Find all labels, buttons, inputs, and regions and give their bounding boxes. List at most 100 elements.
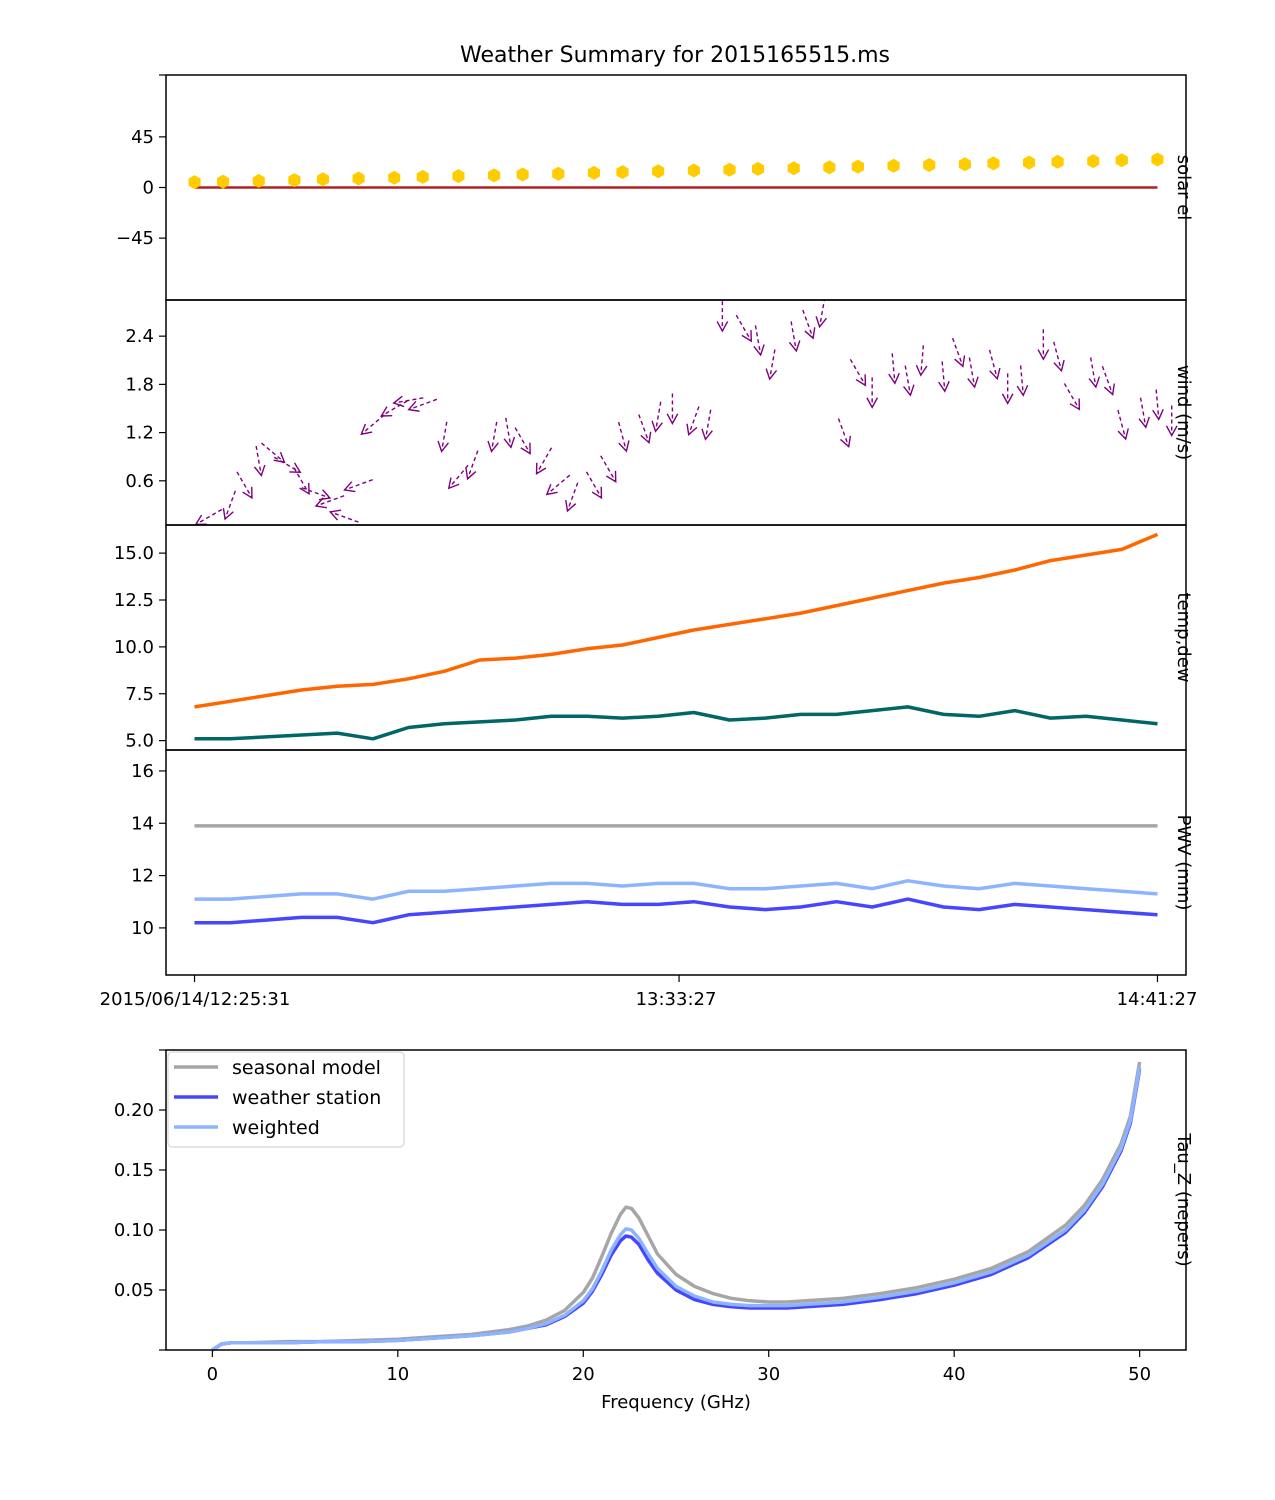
wind-arrow-head bbox=[840, 435, 852, 449]
solar-el-point bbox=[188, 175, 201, 190]
solar-el-point bbox=[316, 172, 329, 187]
wind-arrow-head bbox=[1001, 393, 1014, 405]
wind-arrow-shaft bbox=[849, 358, 866, 386]
solar-el-point bbox=[723, 162, 736, 177]
legend-label: weighted bbox=[232, 1117, 320, 1139]
y-tick-label: −45 bbox=[116, 228, 154, 249]
wind-arrow-head bbox=[360, 423, 373, 436]
wind-arrow-head bbox=[954, 355, 966, 368]
wind-arrow-shaft bbox=[360, 414, 385, 435]
wind-arrow-head bbox=[328, 509, 342, 521]
solar-el-point bbox=[217, 174, 230, 189]
solar-el-point bbox=[488, 168, 501, 183]
wind-arrow-head bbox=[765, 368, 778, 381]
wind-arrow-shaft bbox=[988, 349, 998, 379]
solar-el-point bbox=[1023, 155, 1036, 170]
wind-arrow-head bbox=[222, 508, 234, 521]
y-tick-label: 1.2 bbox=[125, 423, 154, 444]
wind-arrow-head bbox=[487, 440, 499, 453]
series-line-weighted bbox=[194, 879, 1158, 901]
wind-arrow-head bbox=[242, 486, 253, 500]
wind-arrow-head bbox=[273, 451, 286, 464]
wind-arrow-shaft bbox=[546, 474, 571, 495]
wind-arrow-shaft bbox=[941, 361, 946, 392]
wind-arrow-head bbox=[915, 364, 928, 377]
y-tick-label: 0.6 bbox=[125, 471, 154, 492]
x-tick-label: 50 bbox=[1128, 1364, 1151, 1385]
wind-arrow-head bbox=[666, 413, 679, 425]
solar-el-point bbox=[416, 169, 429, 184]
wind-arrow-head bbox=[967, 376, 979, 389]
wind-arrows bbox=[194, 300, 1178, 525]
wind-arrow-shaft bbox=[1053, 341, 1063, 371]
wind-arrow-shaft bbox=[638, 414, 650, 443]
axes-frame bbox=[165, 749, 1187, 976]
solar-el-point bbox=[352, 171, 365, 186]
wind-arrow-shaft bbox=[195, 508, 223, 525]
axes-frame bbox=[165, 299, 1187, 526]
wind-arrow-shaft bbox=[301, 487, 331, 499]
wind-arrow-head bbox=[437, 440, 449, 453]
tau-line-weighted bbox=[211, 1066, 1142, 1352]
pwv-panel: 16 14 12 10 PWV (mm) bbox=[131, 749, 1194, 976]
wind-arrow-shaft bbox=[704, 409, 712, 440]
x-tick-label: 0 bbox=[207, 1364, 218, 1385]
wind-arrow-shaft bbox=[1019, 365, 1024, 396]
wind-arrow-shaft bbox=[236, 471, 253, 499]
y-tick-label: 10.0 bbox=[114, 637, 154, 658]
x-tick-label: 40 bbox=[943, 1364, 966, 1385]
wind-arrow-shaft bbox=[490, 421, 498, 452]
wind-arrow-shaft bbox=[408, 398, 438, 411]
time-tick-label: 14:41:27 bbox=[1117, 989, 1198, 1010]
wind-arrow-shaft bbox=[837, 418, 850, 447]
wind-arrow-shaft bbox=[735, 314, 752, 342]
wind-arrow-head bbox=[1088, 376, 1101, 389]
y-tick-label: 10 bbox=[131, 918, 154, 939]
y-axis-label: temp,dew bbox=[1173, 592, 1194, 682]
wind-arrow-shaft bbox=[585, 471, 603, 499]
solar-el-point bbox=[1051, 154, 1064, 169]
series-line-dewpoint bbox=[194, 705, 1158, 741]
wind-arrow-head bbox=[640, 431, 652, 445]
wind-arrow-head bbox=[1103, 383, 1116, 396]
wind-arrow-head bbox=[788, 340, 801, 353]
wind-arrow-shaft bbox=[535, 447, 553, 475]
wind-arrow-shaft bbox=[224, 490, 236, 520]
wind-arrow-shaft bbox=[448, 464, 469, 489]
wind-arrow-head bbox=[1165, 425, 1178, 437]
wind-arrow-shaft bbox=[393, 397, 424, 404]
y-tick-label: 15.0 bbox=[114, 543, 154, 564]
wind-arrow-head bbox=[194, 514, 207, 525]
solar-el-point bbox=[552, 166, 565, 181]
wind-arrow-head bbox=[447, 477, 460, 490]
wind-arrow-shaft bbox=[617, 421, 628, 452]
wind-arrow-shaft bbox=[293, 467, 310, 495]
wind-arrow-shaft bbox=[600, 455, 617, 483]
series-line-temperature bbox=[194, 532, 1159, 709]
wind-arrow-head bbox=[1037, 349, 1050, 361]
solar-el-point bbox=[616, 165, 629, 180]
solar-el-point bbox=[652, 164, 665, 179]
y-tick-label: 0.15 bbox=[114, 1160, 154, 1181]
wind-arrow-shaft bbox=[505, 417, 512, 448]
wind-arrow-shaft bbox=[818, 300, 826, 327]
wind-arrow-head bbox=[866, 397, 879, 409]
wind-arrow-shaft bbox=[951, 337, 964, 367]
y-tick-label: 0.20 bbox=[114, 1100, 154, 1121]
wind-arrow-head bbox=[618, 440, 630, 453]
y-tick-label: 7.5 bbox=[125, 684, 154, 705]
wind-arrow-shaft bbox=[466, 450, 479, 480]
wind-arrow-head bbox=[1069, 398, 1081, 411]
wind-arrow-shaft bbox=[802, 309, 814, 339]
wind-arrow-shaft bbox=[904, 365, 912, 396]
wind-arrow-head bbox=[1117, 428, 1129, 441]
solar-el-point bbox=[987, 156, 1000, 171]
wind-arrow-head bbox=[591, 486, 603, 500]
wind-panel: 2.4 1.8 1.2 0.6 wind (m/s) bbox=[125, 299, 1194, 526]
x-tick-label: 20 bbox=[572, 1364, 595, 1385]
wind-arrow-head bbox=[253, 464, 266, 477]
wind-arrow-head bbox=[741, 330, 752, 343]
y-tick-label: 1.8 bbox=[125, 374, 154, 395]
wind-arrow-head bbox=[1053, 359, 1065, 373]
